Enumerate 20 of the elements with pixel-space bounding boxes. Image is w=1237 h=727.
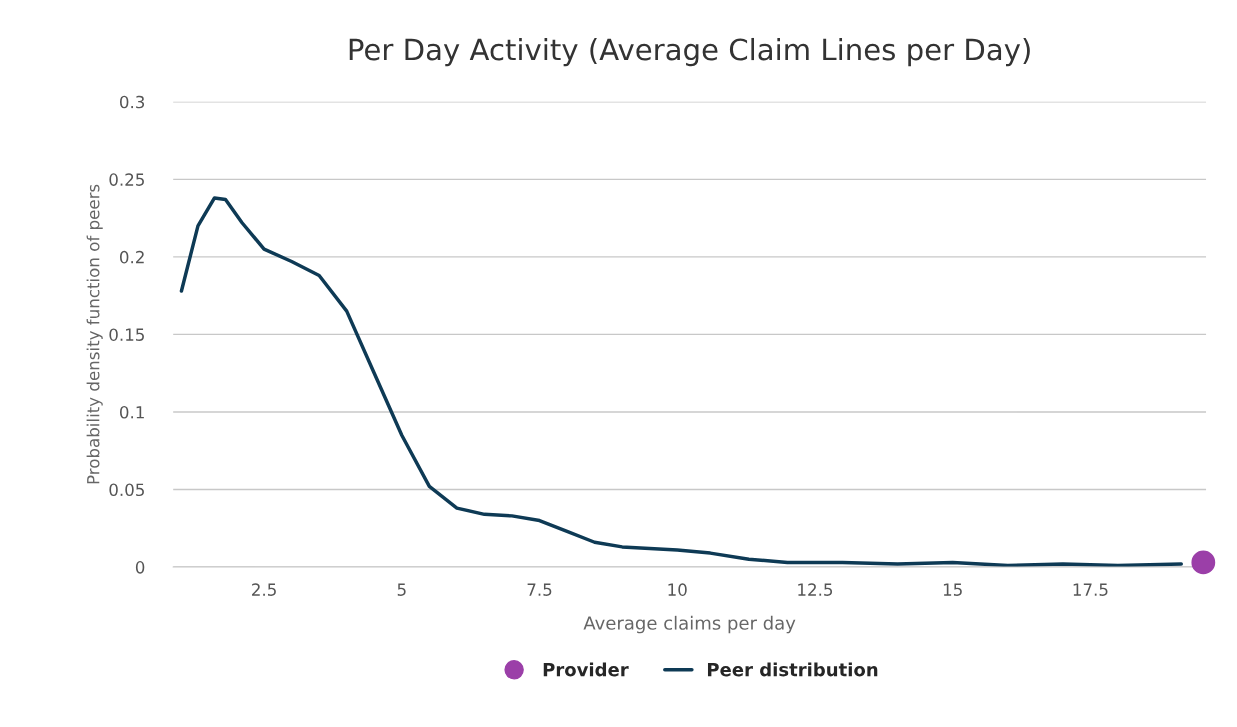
x-tick-label: 15: [943, 583, 962, 596]
x-tick-label: 7.5: [527, 583, 552, 596]
y-axis-title: Probability density function of peers: [86, 184, 103, 484]
y-tick-label: 0.05: [109, 483, 144, 497]
legend-label: Provider: [543, 662, 629, 677]
x-tick-label: 2.5: [252, 583, 276, 596]
y-tick-label: 0.1: [120, 405, 144, 419]
x-tick-label: 17.5: [1073, 583, 1108, 596]
x-tick-label: 12.5: [798, 583, 833, 596]
y-tick-label: 0.2: [120, 250, 144, 264]
y-tick-label: 0.3: [120, 95, 145, 109]
y-tick-label: 0.15: [109, 328, 144, 341]
line-series: [179, 196, 1184, 568]
y-tick-label: 0: [135, 561, 145, 574]
y-tick-label: 0.25: [109, 173, 144, 186]
chart-title: Per Day Activity (Average Claim Lines per Day): [349, 37, 1030, 67]
x-axis-title: Average claims per day: [583, 615, 796, 634]
legend-label: Peer distribution: [707, 662, 878, 677]
x-tick-label: 10: [668, 583, 687, 596]
x-tick-label: 5: [397, 583, 406, 596]
